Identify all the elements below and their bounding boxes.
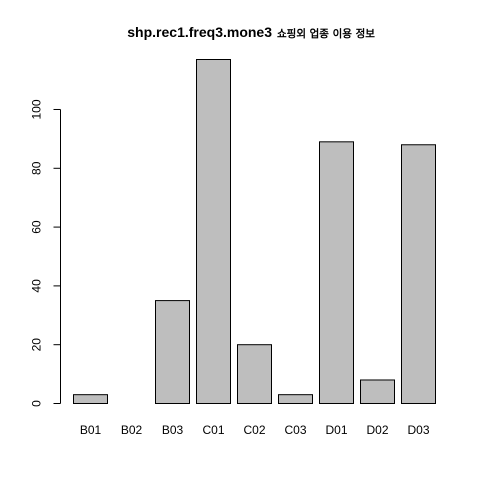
y-tick-label: 60: [30, 220, 44, 234]
chart-title: shp.rec1.freq3.mone3 쇼핑외 업종 이용 정보: [127, 24, 375, 40]
y-tick-label: 20: [30, 338, 44, 352]
y-axis: 0 20 40 60 80 100: [30, 99, 61, 407]
bar-d01: [320, 142, 354, 404]
bars: [74, 60, 436, 404]
x-label-b01: B01: [80, 423, 102, 437]
bar-b01: [74, 395, 108, 404]
y-tick-label: 0: [30, 400, 44, 407]
x-label-b02: B02: [121, 423, 143, 437]
x-label-c01: C01: [202, 423, 224, 437]
x-label-d03: D03: [407, 423, 429, 437]
y-tick-label: 80: [30, 161, 44, 175]
chart-title-subtitle: 쇼핑외 업종 이용 정보: [277, 27, 375, 40]
bar-d03: [402, 145, 436, 404]
bar-d02: [361, 380, 395, 404]
x-label-d02: D02: [366, 423, 388, 437]
chart-title-main: shp.rec1.freq3.mone3: [127, 24, 272, 40]
bar-b03: [156, 301, 190, 404]
x-label-b03: B03: [162, 423, 184, 437]
x-label-c03: C03: [284, 423, 306, 437]
x-label-c02: C02: [243, 423, 265, 437]
y-tick-label: 40: [30, 279, 44, 293]
y-tick-label: 100: [30, 99, 44, 119]
x-axis-labels: B01 B02 B03 C01 C02 C03 D01 D02 D03: [80, 423, 430, 437]
x-label-d01: D01: [325, 423, 347, 437]
bar-c02: [238, 345, 272, 404]
bar-c01: [197, 60, 231, 404]
bar-c03: [279, 395, 313, 404]
